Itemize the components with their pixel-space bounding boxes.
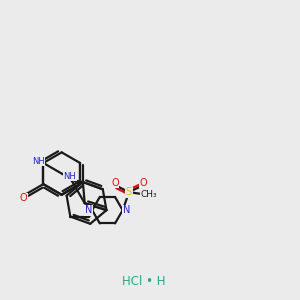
Text: O: O <box>20 193 27 203</box>
Text: N: N <box>85 205 92 215</box>
Text: S: S <box>126 187 132 197</box>
Text: CH₃: CH₃ <box>141 190 158 199</box>
Text: O: O <box>111 178 119 188</box>
Text: HCl • H: HCl • H <box>122 274 166 287</box>
Text: N: N <box>122 205 130 215</box>
Text: NH: NH <box>63 172 76 181</box>
Text: O: O <box>140 178 147 188</box>
Text: NH: NH <box>32 157 44 166</box>
